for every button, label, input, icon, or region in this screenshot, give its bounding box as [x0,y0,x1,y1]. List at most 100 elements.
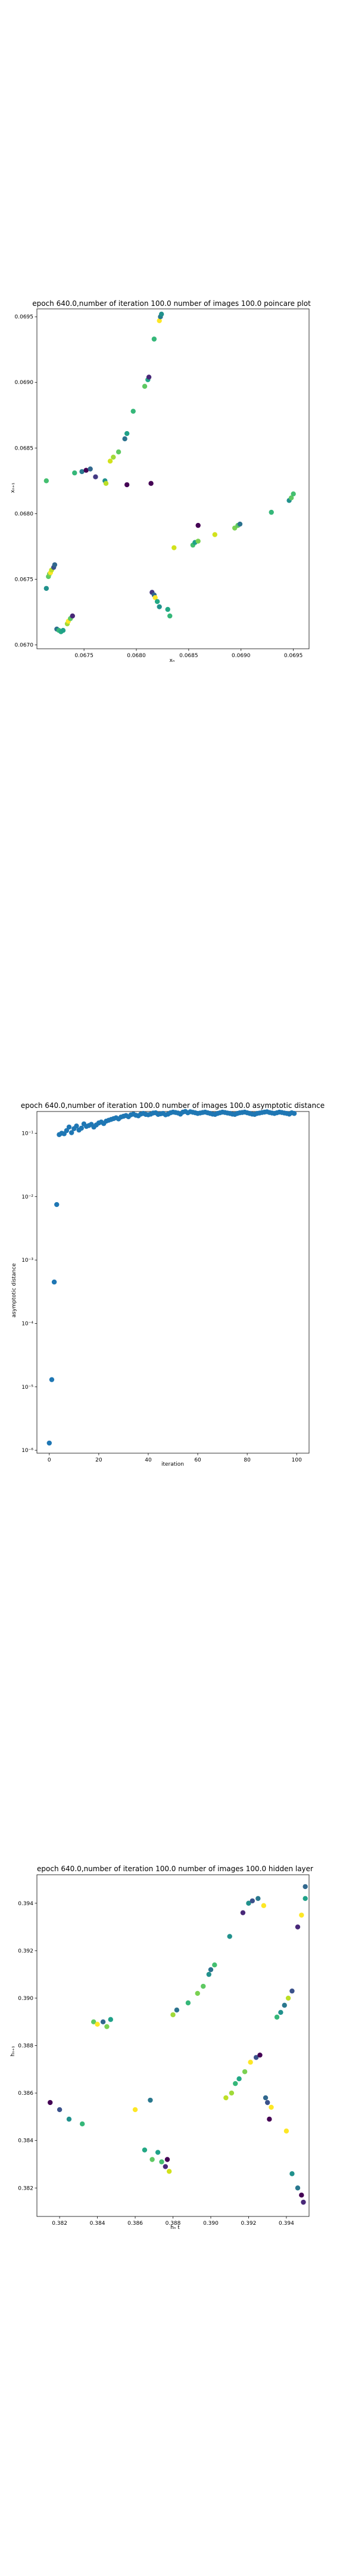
data-point [148,1111,154,1117]
data-point [269,1110,275,1116]
data-point [242,2069,248,2075]
data-point [207,1111,213,1116]
data-point [141,1111,146,1116]
data-point [163,2164,169,2169]
data-point [116,449,121,455]
data-point [46,574,51,580]
data-point [303,1896,308,1901]
data-point [267,2116,272,2122]
data-point [49,567,54,573]
data-point [48,570,54,575]
y-tick-label: 0.0690 [15,380,34,386]
data-point [224,1110,230,1116]
data-point [257,2052,263,2058]
data-point [180,1109,186,1115]
data-point [267,1110,272,1115]
x-tick-label: 0.392 [241,2221,257,2227]
data-point [54,626,60,632]
data-point [217,1110,223,1116]
data-point [108,1117,114,1122]
data-point [208,1967,214,1973]
data-point [119,1114,124,1120]
y-tick-label: 10⁻¹ [21,1131,33,1137]
y-tick-label: 0.394 [18,1901,33,1907]
data-point [142,383,148,389]
data-point [201,1983,206,1989]
data-point [91,2019,96,2024]
x-axis-label: hₙ t [170,2225,180,2231]
y-tick-label: 0.0670 [15,642,34,648]
data-point [111,1116,116,1122]
data-point [124,482,130,488]
y-tick-label: 10⁻³ [21,1258,33,1264]
data-point [116,1116,121,1122]
data-point [195,522,201,528]
data-point [195,538,201,544]
y-tick-label: 0.390 [18,1996,33,2002]
data-point [166,2169,172,2174]
y-axis-label: hₙ₊₁ [10,2046,16,2057]
data-point [98,1119,104,1125]
y-tick-label: 10⁻⁵ [21,1385,33,1391]
data-point [295,2185,301,2191]
data-point [146,374,152,380]
data-point [96,1120,102,1126]
data-point [154,599,160,604]
data-point [289,1110,295,1116]
data-point [286,498,292,503]
data-point [195,1990,200,1996]
x-axis-label: xₙ [170,658,175,664]
data-point [130,1111,136,1117]
data-point [274,1110,280,1116]
data-point [282,1110,287,1116]
data-point [237,1110,242,1116]
data-point [148,481,154,486]
data-point [263,2095,269,2101]
data-point [222,1110,227,1115]
data-point [248,2060,253,2065]
data-point [155,1111,161,1117]
data-point [72,470,77,476]
x-tick-label: 0.0685 [179,653,198,659]
plot-area: 0 20 40 60 80 100 10⁻⁶ 10⁻⁵ 10⁻⁴ 10⁻³ 10⁻² 10⁻¹ [21,1109,310,1463]
data-point [291,491,296,497]
data-point [227,1111,233,1116]
data-point [274,2014,280,2020]
x-tick-label: 40 [145,1457,152,1463]
data-point [104,2024,110,2029]
y-tick-label: 0.386 [18,2091,33,2097]
data-point [205,1110,210,1116]
data-point [254,1111,260,1116]
y-tick-label: 10⁻⁴ [21,1321,33,1327]
data-point [250,1898,255,1903]
data-point [111,454,116,460]
x-tick-label: 0.0675 [74,653,93,659]
data-point [269,2104,274,2110]
data-point [153,1110,158,1116]
chart-title: epoch 640.0,number of iteration 100.0 nu… [32,299,311,308]
data-point [104,1118,109,1124]
data-point [257,1110,263,1116]
data-point [262,1109,267,1115]
data-point [175,1110,181,1116]
data-point [212,1111,218,1117]
data-point [43,478,49,484]
data-point [51,1279,57,1285]
x-tick-label: 0.388 [166,2221,181,2227]
data-point [261,1903,267,1908]
y-tick-label: 10⁻² [21,1194,33,1200]
data-point [46,571,52,577]
data-point [157,604,162,609]
data-point [66,2116,72,2122]
data-point [132,2107,138,2113]
data-point [233,2080,238,2086]
data-point [56,627,62,633]
data-point [212,532,218,537]
data-point [60,627,66,633]
data-point [158,311,164,317]
data-point [220,1109,225,1115]
x-axis-label: iteration [161,1462,184,1467]
y-tick-label: 0.384 [18,2138,33,2144]
data-point [70,613,75,619]
data-point [58,629,64,634]
